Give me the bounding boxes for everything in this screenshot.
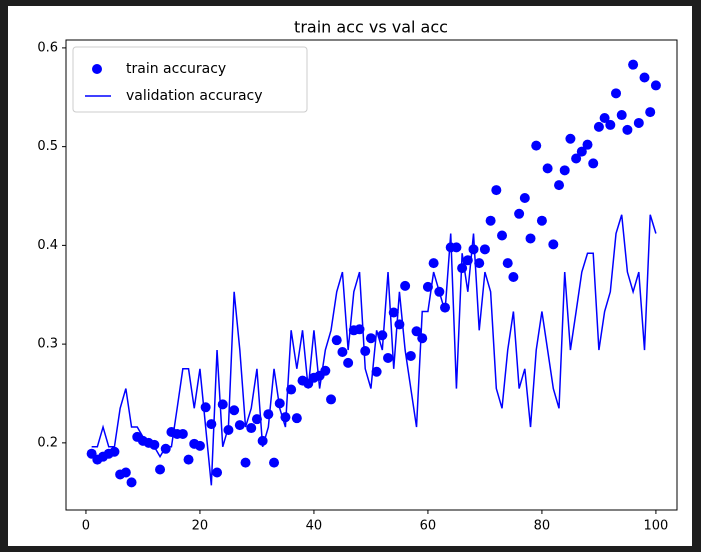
- train-point: [155, 464, 166, 475]
- legend-label: validation accuracy: [126, 88, 263, 104]
- train-point: [497, 230, 508, 241]
- train-point: [593, 121, 604, 132]
- train-point: [645, 107, 656, 118]
- train-point: [565, 133, 576, 144]
- train-point: [411, 326, 422, 337]
- train-point: [217, 399, 228, 410]
- train-point: [291, 413, 302, 424]
- train-point: [120, 467, 131, 478]
- train-point: [337, 347, 348, 358]
- train-point: [508, 271, 519, 282]
- train-point: [177, 428, 188, 439]
- validation-line: [91, 214, 657, 486]
- train-point: [286, 384, 297, 395]
- y-tick-label: 0.3: [37, 337, 58, 352]
- train-point: [491, 185, 502, 196]
- train-point: [365, 333, 376, 344]
- train-point: [514, 208, 525, 219]
- train-point: [212, 467, 223, 478]
- train-point: [479, 244, 490, 255]
- train-point: [400, 280, 411, 291]
- train-point: [628, 59, 639, 70]
- chart-title: train acc vs val acc: [294, 18, 448, 37]
- y-tick-label: 0.2: [37, 435, 58, 450]
- train-point: [536, 215, 547, 226]
- train-point: [599, 113, 610, 124]
- train-point: [234, 420, 245, 431]
- train-point: [474, 258, 485, 269]
- train-point: [639, 72, 650, 83]
- train-point: [525, 233, 536, 244]
- train-point: [451, 242, 462, 253]
- legend-marker: [92, 64, 102, 74]
- train-point: [588, 158, 599, 169]
- train-point: [548, 239, 559, 250]
- train-point: [571, 153, 582, 164]
- x-tick-label: 60: [420, 519, 437, 534]
- train-point: [559, 165, 570, 176]
- legend-box: [72, 46, 308, 113]
- train-point: [183, 454, 194, 465]
- legend-label: train accuracy: [126, 61, 226, 77]
- train-point: [485, 215, 496, 226]
- train-point: [269, 457, 280, 468]
- train-point: [605, 119, 616, 130]
- train-point: [326, 394, 337, 405]
- train-point: [360, 346, 371, 357]
- x-tick-label: 80: [534, 519, 551, 534]
- train-point: [542, 163, 553, 174]
- train-point: [149, 439, 160, 450]
- train-point: [383, 352, 394, 363]
- train-point: [240, 457, 251, 468]
- train-point: [109, 446, 120, 457]
- train-point: [331, 335, 342, 346]
- train-point: [650, 80, 661, 91]
- train-point: [206, 419, 217, 430]
- train-point: [343, 357, 354, 368]
- train-point: [251, 414, 262, 425]
- train-point: [428, 258, 439, 269]
- train-point: [576, 146, 587, 157]
- plot-frame: [65, 39, 678, 511]
- y-tick-label: 0.4: [37, 238, 58, 253]
- train-point: [263, 409, 274, 420]
- x-tick-label: 0: [82, 519, 90, 534]
- train-point: [582, 139, 593, 150]
- y-tick-label: 0.5: [37, 139, 58, 154]
- train-point: [622, 124, 633, 135]
- x-tick-label: 40: [306, 519, 323, 534]
- train-point: [519, 192, 530, 203]
- train-point: [417, 333, 428, 344]
- train-point: [200, 402, 211, 413]
- train-point: [246, 423, 257, 434]
- train-point: [223, 425, 234, 436]
- x-tick-label: 100: [643, 519, 668, 534]
- train-point: [405, 350, 416, 361]
- x-tick-label: 20: [192, 519, 209, 534]
- train-point: [633, 117, 644, 128]
- train-point: [194, 440, 205, 451]
- y-tick-label: 0.6: [37, 40, 58, 55]
- train-point: [611, 88, 622, 99]
- train-point: [126, 477, 137, 488]
- train-point: [554, 180, 565, 191]
- train-point: [229, 405, 240, 416]
- train-point: [616, 110, 627, 121]
- train-point: [371, 366, 382, 377]
- train-point: [377, 330, 388, 341]
- train-point: [502, 258, 513, 269]
- train-point: [531, 140, 542, 151]
